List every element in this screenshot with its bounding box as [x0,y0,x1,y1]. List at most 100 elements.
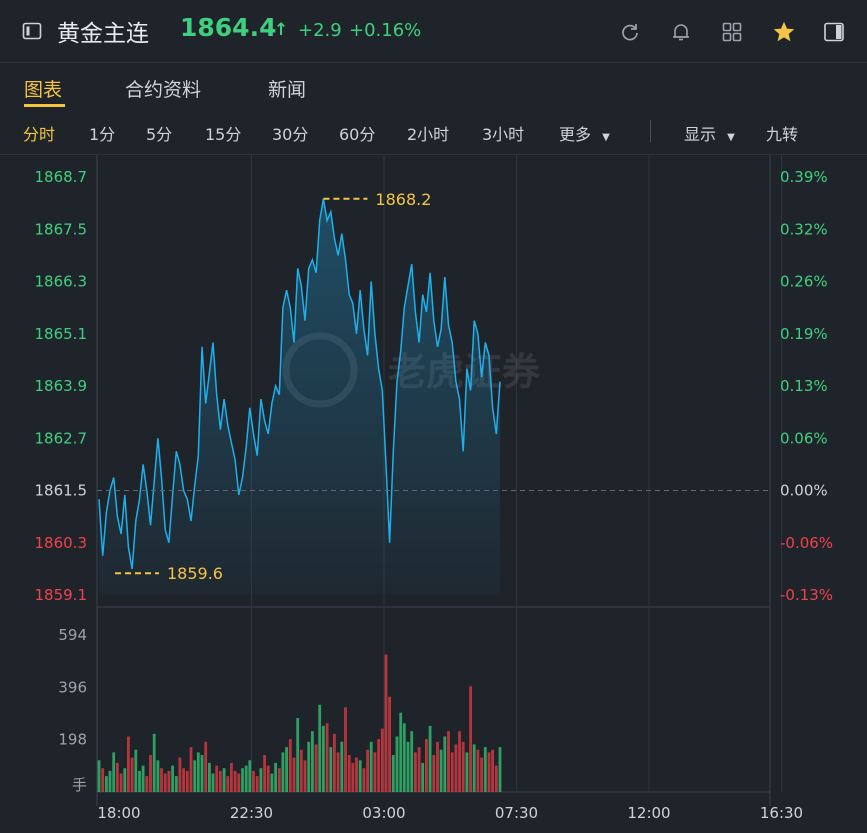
volume-bar [167,770,171,792]
volume-bar [185,770,189,792]
price-line [98,198,501,570]
volume-bar [421,762,425,792]
price-tick-label: 1863.9 [35,377,88,395]
timeframe-toolbar: 分时 1分 5分 15分 30分 60分 2小时 3小时 更多 ▼ 显示 ▼ 九… [0,108,867,155]
percent-tick-label: 0.32% [780,220,828,238]
volume-bar [263,755,266,792]
favorite-star-icon[interactable] [771,19,797,45]
volume-bar [469,686,472,792]
volume-bar [303,760,307,792]
active-tab-indicator [24,104,65,107]
chart-grid [96,155,782,806]
high-low-markers: 1868.2 1859.6 [115,190,431,583]
timeframe-2h[interactable]: 2小时 [407,125,450,144]
volume-bar [425,739,428,792]
volume-bar [196,752,200,792]
volume-bar [355,757,358,792]
side-panel-icon[interactable] [822,20,846,44]
timeframe-intraday[interactable]: 分时 [23,125,56,144]
tab-chart[interactable]: 图表 [24,79,63,101]
volume-bar [458,731,461,792]
percent-tick-label: 0.19% [780,325,828,343]
volume-bar [288,739,292,792]
volume-bar [347,755,351,792]
volume-bar [296,718,300,792]
bell-icon[interactable] [669,20,693,44]
volume-bar [281,752,285,792]
volume-bar [406,741,410,792]
volume-bar [483,747,487,792]
volume-bar [336,752,340,792]
volume-bar [472,744,476,792]
volume-bar [130,757,134,792]
volume-bar [285,747,288,792]
time-tick-label: 18:00 [97,804,140,822]
refresh-icon[interactable] [618,20,642,44]
volume-bar [395,736,399,792]
volume-bar [494,765,498,792]
panel-toggle-icon[interactable] [21,20,43,42]
tab-contract-info[interactable]: 合约资料 [125,79,202,101]
volume-bar [178,757,182,792]
timeframe-60m[interactable]: 60分 [339,125,376,144]
percent-tick-label: 0.39% [780,168,828,186]
price-change-pct: +0.16% [349,20,422,41]
more-timeframes-dropdown[interactable]: 更多 ▼ [559,121,610,145]
price-tick-label: 1865.1 [35,325,88,343]
volume-bar [108,770,112,792]
time-tick-label: 12:00 [627,804,670,822]
high-marker-label: 1868.2 [375,190,431,209]
volume-bar [322,725,325,792]
volume-bar [362,768,366,792]
display-dropdown[interactable]: 显示 ▼ [684,121,735,145]
volume-bar [116,762,119,792]
volume-bar [447,731,450,792]
timeframe-1m[interactable]: 1分 [89,125,116,144]
volume-bar [292,757,296,792]
volume-tick-label: 手 [72,776,87,794]
time-tick-label: 22:30 [230,804,273,822]
volume-bar [182,768,185,792]
volume-bar [329,747,333,792]
timeframe-15m[interactable]: 15分 [205,125,242,144]
volume-bar [200,755,204,792]
time-axis: 18:00 22:30 03:00 07:30 12:00 16:30 [97,804,803,822]
volume-bar [318,704,322,792]
timeframe-30m[interactable]: 30分 [272,125,309,144]
grid-layout-icon[interactable] [720,20,744,44]
volume-axis: 594 396 198 手 [58,626,87,794]
volume-bar [414,752,417,792]
volume-bar [105,776,108,792]
volume-bar [450,752,454,792]
timeframe-3h[interactable]: 3小时 [482,125,525,144]
volume-bar [491,749,494,792]
price-tick-label: 1866.3 [35,273,88,291]
nine-turn-indicator-button[interactable]: 九转 [766,125,799,144]
price-area [99,198,500,596]
volume-bar [138,770,141,792]
intraday-chart[interactable]: 老虎证券 1868.71867.51866.31865.11863.91862.… [0,155,867,833]
volume-bar [112,752,116,792]
timeframe-5m[interactable]: 5分 [146,125,173,144]
display-label: 显示 [684,125,717,144]
volume-bar [233,770,237,792]
volume-bar [123,768,127,792]
toolbar-divider [650,120,651,142]
volume-bar [204,741,208,792]
volume-bar [156,760,160,792]
volume-bar [252,770,255,792]
volume-bar [222,768,226,792]
volume-bar [211,773,215,792]
volume-bar [248,760,252,792]
chevron-down-icon: ▼ [602,132,610,143]
volume-bar [145,776,149,792]
volume-bar [439,749,443,792]
volume-bar [149,755,152,792]
percent-tick-label: -0.13% [780,586,833,604]
price-tick-label: 1860.3 [35,534,88,552]
volume-bar [410,731,414,792]
volume-bars [97,654,502,792]
tab-news[interactable]: 新闻 [268,79,307,101]
low-marker-label: 1859.6 [167,564,223,583]
price-tick-label: 1862.7 [35,429,88,447]
